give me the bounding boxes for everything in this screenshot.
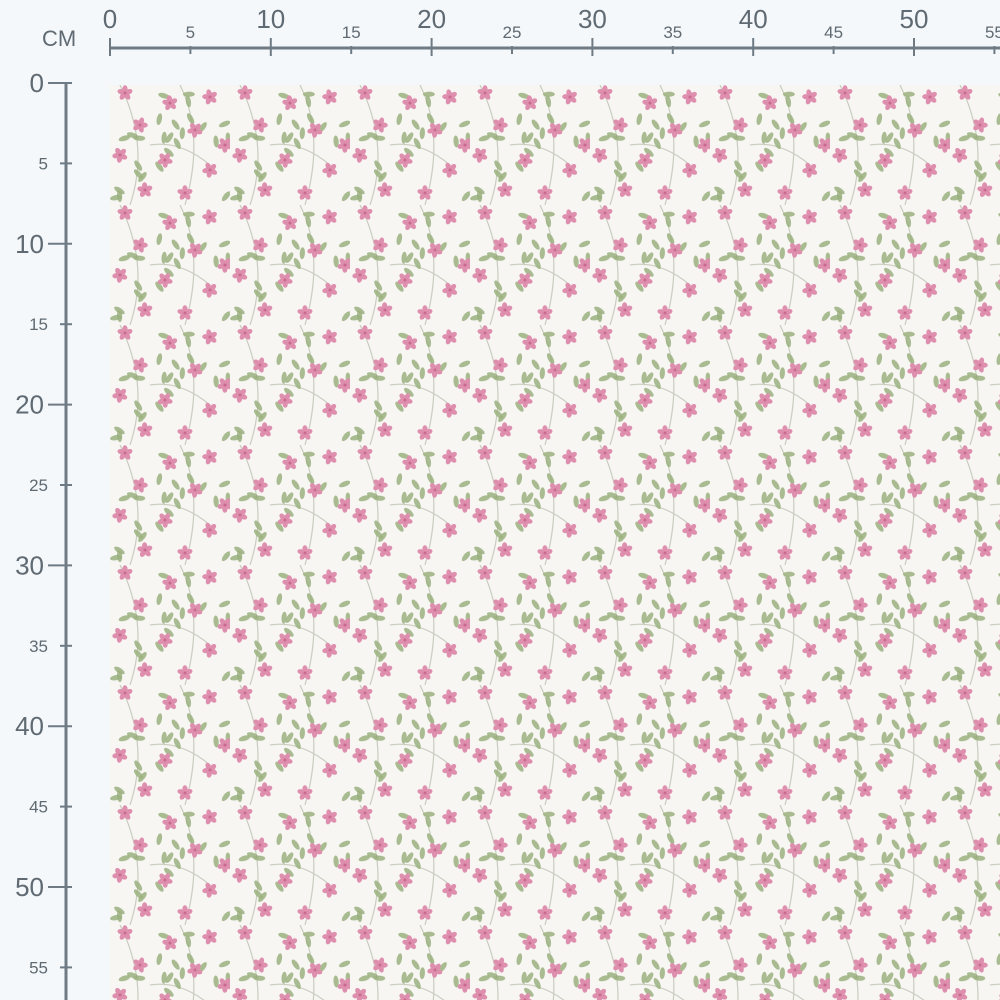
ruler-tick-label: 0 [103, 4, 117, 34]
ruler-tick-label: 55 [29, 958, 48, 977]
ruler-tick-label: 20 [15, 390, 44, 420]
ruler-tick-label: 5 [39, 154, 48, 173]
ruler-tick-label: 15 [29, 315, 48, 334]
ruler-tick-label: 45 [824, 23, 843, 42]
ruler-tick-label: 55 [985, 23, 1000, 42]
ruler-tick-label: 35 [663, 23, 682, 42]
vertical-ruler: 0 5 10 15 20 25 30 35 40 45 50 55 [15, 68, 72, 1000]
ruler-tick-label: 10 [15, 229, 44, 259]
unit-label: CM [42, 26, 76, 51]
ruler-tick-label: 45 [29, 798, 48, 817]
ruler-tick-label: 25 [503, 23, 522, 42]
ruler-tick-label: 40 [15, 711, 44, 741]
ruler-tick-label: 15 [342, 23, 361, 42]
ruler-tick-label: 0 [30, 68, 44, 98]
ruler-tick-label: 50 [15, 872, 44, 902]
ruler-tick-label: 30 [15, 550, 44, 580]
ruler-tick-label: 20 [417, 4, 446, 34]
ruler-tick-label: 30 [578, 4, 607, 34]
ruler-tick-label: 50 [900, 4, 929, 34]
ruler-tick-label: 5 [186, 23, 195, 42]
ruler-tick-label: 10 [256, 4, 285, 34]
ruler-tick-label: 35 [29, 637, 48, 656]
horizontal-ruler: 0 5 10 15 20 25 30 35 40 45 50 55 [103, 4, 1000, 56]
ruler-tick-label: 40 [739, 4, 768, 34]
fabric-swatch [110, 85, 1000, 1000]
ruler-tick-label: 25 [29, 476, 48, 495]
